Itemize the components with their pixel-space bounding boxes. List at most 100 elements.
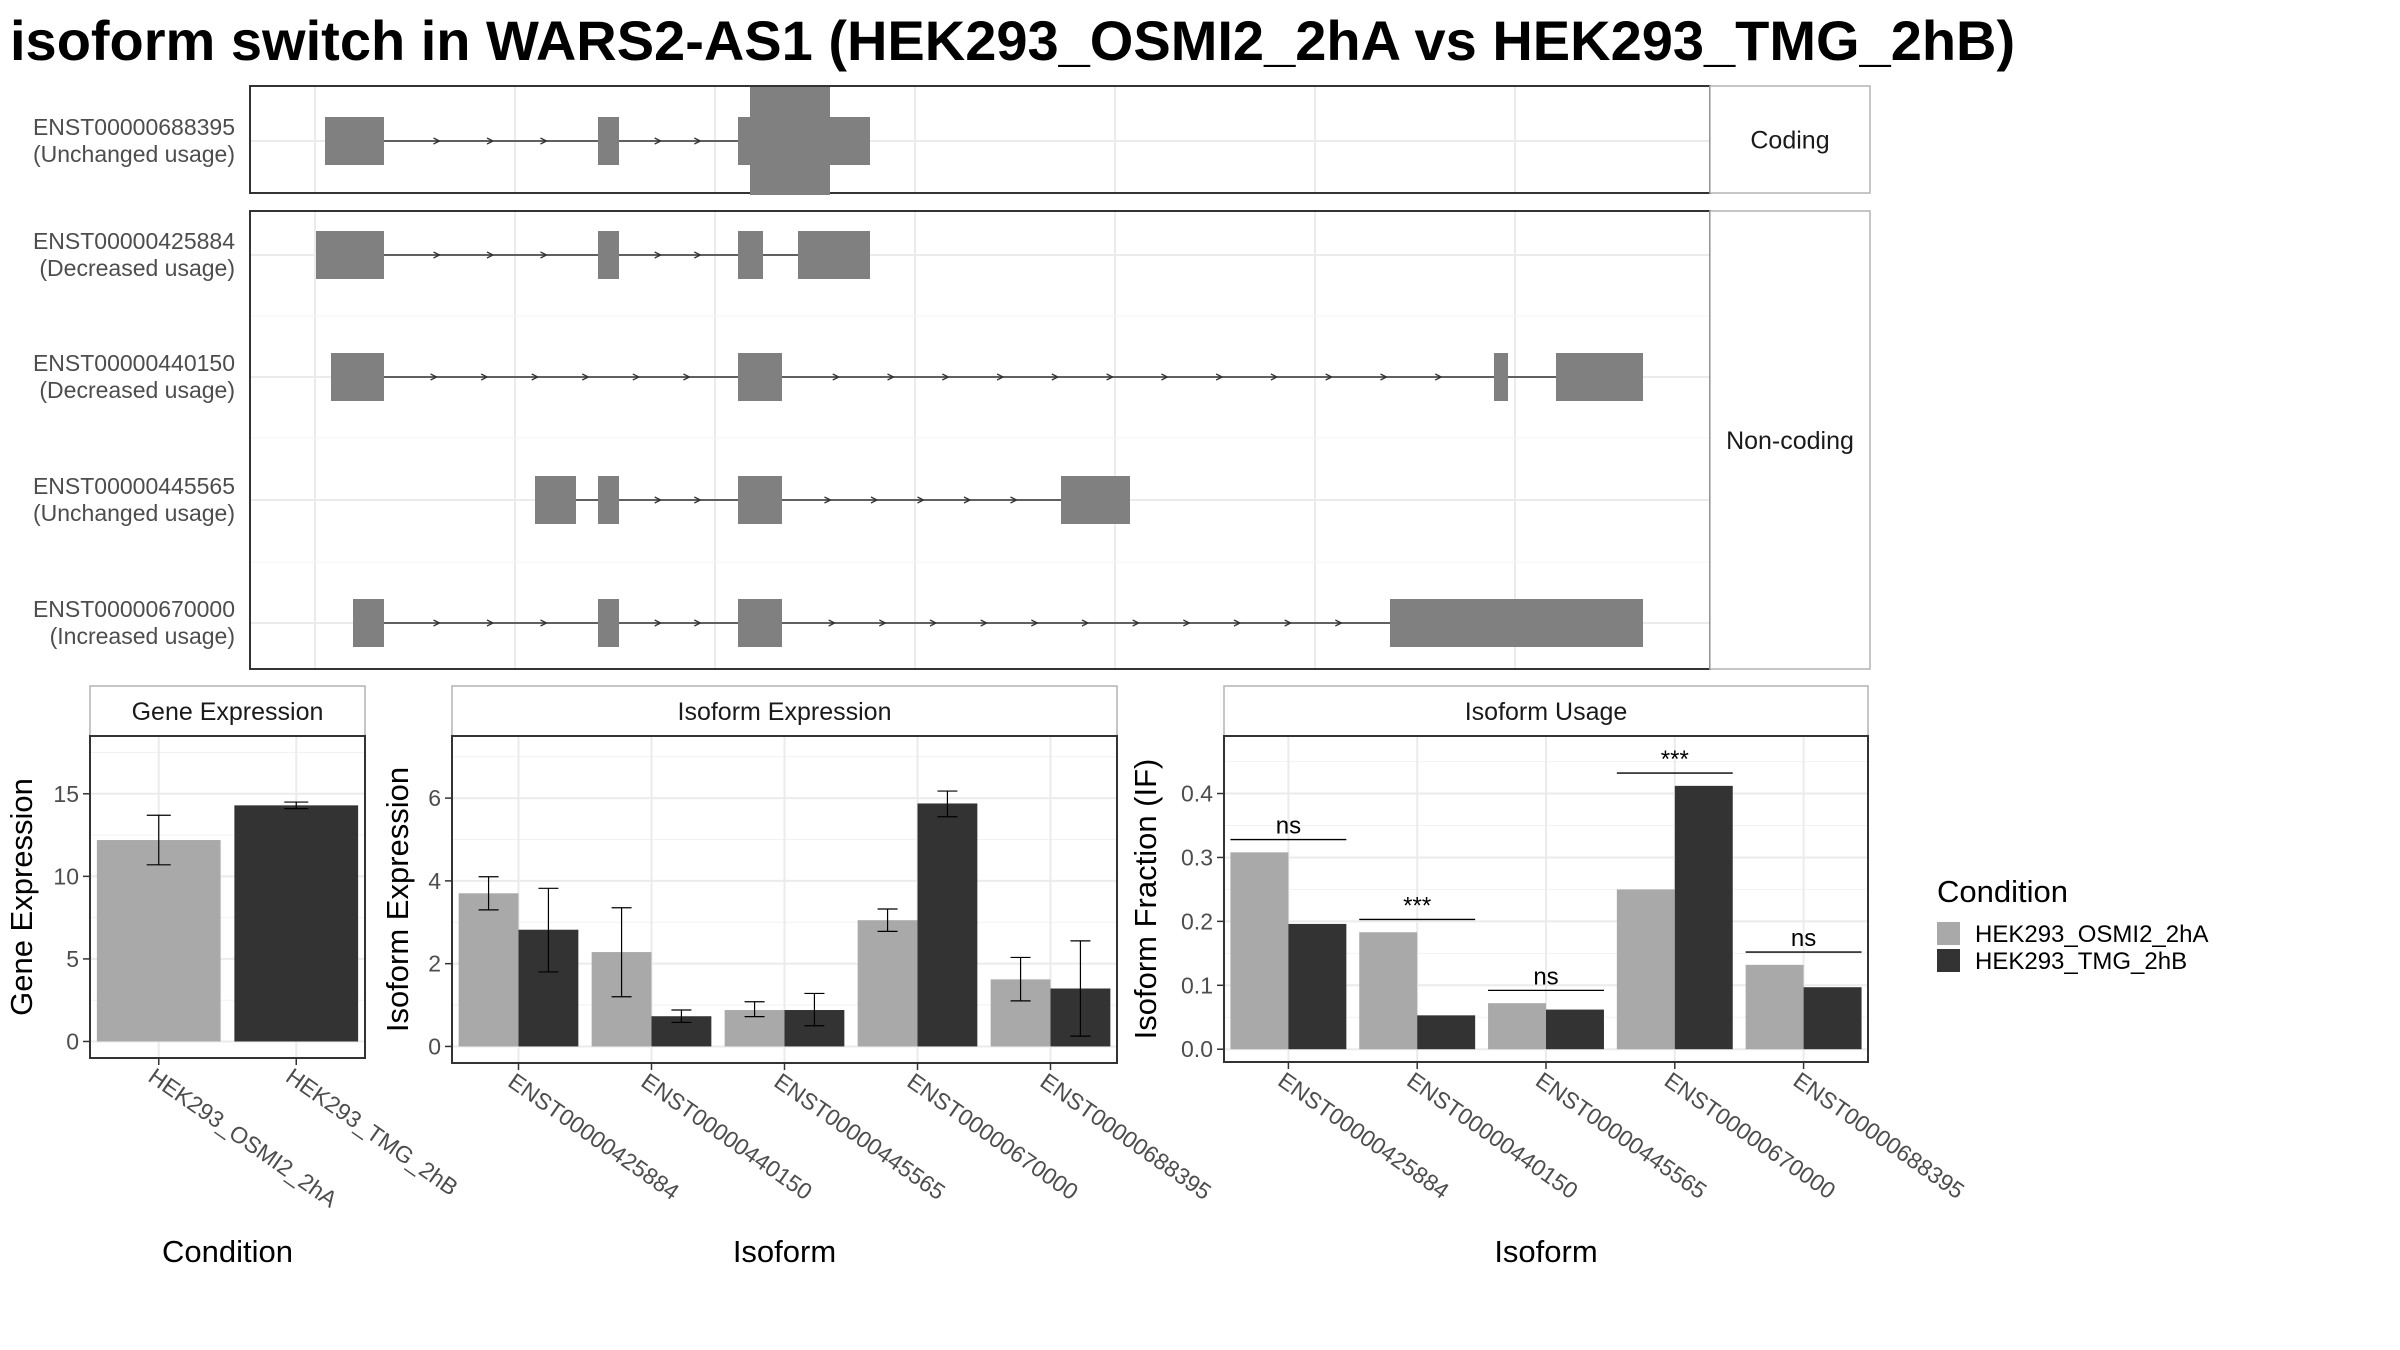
bar: [1745, 964, 1804, 1050]
exon-block: [598, 476, 619, 524]
bar: [1288, 923, 1347, 1050]
bar: [1417, 1015, 1476, 1050]
y-axis-title: Gene Expression: [4, 778, 39, 1016]
intron-arrow: [540, 137, 548, 145]
intron-arrow: [480, 373, 489, 381]
intron-arrow: [683, 373, 691, 381]
group-strip: [1709, 210, 1871, 670]
bar: [1359, 932, 1418, 1050]
intron-arrow: [1183, 619, 1191, 627]
y-tick-label: 4: [428, 868, 441, 894]
intron-arrow: [832, 373, 841, 381]
significance-label: ns: [1533, 963, 1558, 990]
intron-arrow: [694, 137, 702, 145]
transcript-usage-label: (Decreased usage): [39, 377, 235, 403]
panel-strip-title: Gene Expression: [132, 698, 324, 726]
intron-arrow: [486, 137, 495, 145]
exon-block: [1390, 599, 1643, 647]
intron-arrow: [980, 619, 989, 627]
intron-arrow: [540, 619, 548, 627]
intron-arrow: [929, 619, 938, 627]
transcript-usage-label: (Increased usage): [50, 623, 235, 649]
bar: [1546, 1009, 1604, 1050]
exon-block: [316, 231, 384, 279]
exon-block: [1061, 476, 1130, 524]
y-tick-label: 0.0: [1181, 1036, 1213, 1062]
x-axis-title: Isoform: [1494, 1234, 1597, 1269]
intron-arrow: [433, 251, 441, 259]
intron-arrow: [694, 496, 702, 504]
intron-arrow: [654, 496, 663, 504]
transcript-usage-label: (Unchanged usage): [33, 500, 235, 526]
exon-block: [353, 599, 384, 647]
intron-arrow: [1335, 619, 1343, 627]
significance-label: ns: [1791, 925, 1816, 952]
bar: [917, 803, 978, 1047]
y-tick-label: 0: [66, 1028, 79, 1054]
intron-arrow: [581, 373, 590, 381]
legend-swatch: [1937, 922, 1960, 945]
y-tick-label: 0.4: [1181, 781, 1213, 807]
y-axis-title: Isoform Expression: [380, 767, 415, 1032]
exon-block: [738, 353, 782, 401]
bar: [857, 920, 918, 1047]
gene-expression-panel: Gene Expression051015HEK293_OSMI2_2hAHEK…: [4, 685, 463, 1269]
transcript-structure-panel: CodingNon-codingENST00000688395(Unchange…: [33, 85, 1871, 670]
isoform-expression-panel: Isoform Expression0246ENST00000425884ENS…: [380, 685, 1216, 1269]
intron-arrow: [1081, 619, 1090, 627]
group-strip-label: Coding: [1750, 127, 1829, 155]
bar: [1674, 785, 1733, 1050]
exon-block: [738, 599, 782, 647]
x-axis-title: Condition: [162, 1234, 293, 1269]
intron-arrow: [433, 619, 441, 627]
intron-arrow: [917, 496, 925, 504]
intron-arrow: [1010, 496, 1018, 504]
significance-label: ***: [1661, 746, 1689, 773]
intron-arrow: [870, 496, 879, 504]
intron-arrow: [996, 373, 1005, 381]
exon-block: [750, 87, 830, 195]
intron-arrow: [1161, 373, 1169, 381]
significance-label: ***: [1403, 892, 1431, 919]
intron-arrow: [1233, 619, 1242, 627]
structure-panel-bg: [250, 86, 1710, 193]
panel-strip-title: Isoform Usage: [1465, 698, 1628, 726]
legend-item-label: HEK293_TMG_2hB: [1975, 948, 2187, 975]
intron-arrow: [942, 373, 950, 381]
intron-arrow: [486, 619, 495, 627]
panel-strip: [1223, 685, 1869, 737]
intron-arrow: [1106, 373, 1115, 381]
intron-arrow: [1051, 373, 1060, 381]
transcript-id-label: ENST00000670000: [33, 596, 235, 622]
intron-arrow: [1380, 373, 1388, 381]
exon-block: [738, 117, 750, 165]
bar: [1803, 987, 1862, 1050]
panel-strip: [89, 685, 366, 737]
exon-block: [830, 117, 870, 165]
exon-block: [738, 476, 782, 524]
panel-strip-title: Isoform Expression: [678, 698, 892, 726]
intron-arrow: [632, 373, 641, 381]
y-tick-label: 6: [428, 785, 441, 811]
exon-block: [535, 476, 576, 524]
intron-arrow: [694, 251, 702, 259]
bar: [96, 840, 221, 1042]
intron-arrow: [654, 137, 663, 145]
exon-block: [325, 117, 384, 165]
intron-arrow: [879, 619, 887, 627]
intron-arrow: [531, 373, 540, 381]
group-strip: [1709, 85, 1871, 194]
legend-swatch: [1937, 949, 1960, 972]
exon-block: [598, 599, 619, 647]
panel-strip: [451, 685, 1118, 737]
intron-arrow: [828, 619, 837, 627]
group-strip-label: Non-coding: [1726, 427, 1854, 455]
y-tick-label: 0.1: [1181, 972, 1213, 998]
intron-arrow: [433, 137, 441, 145]
bar: [1230, 852, 1289, 1050]
exon-block: [598, 117, 619, 165]
intron-arrow: [654, 251, 663, 259]
y-axis-title: Isoform Fraction (IF): [1128, 759, 1163, 1040]
